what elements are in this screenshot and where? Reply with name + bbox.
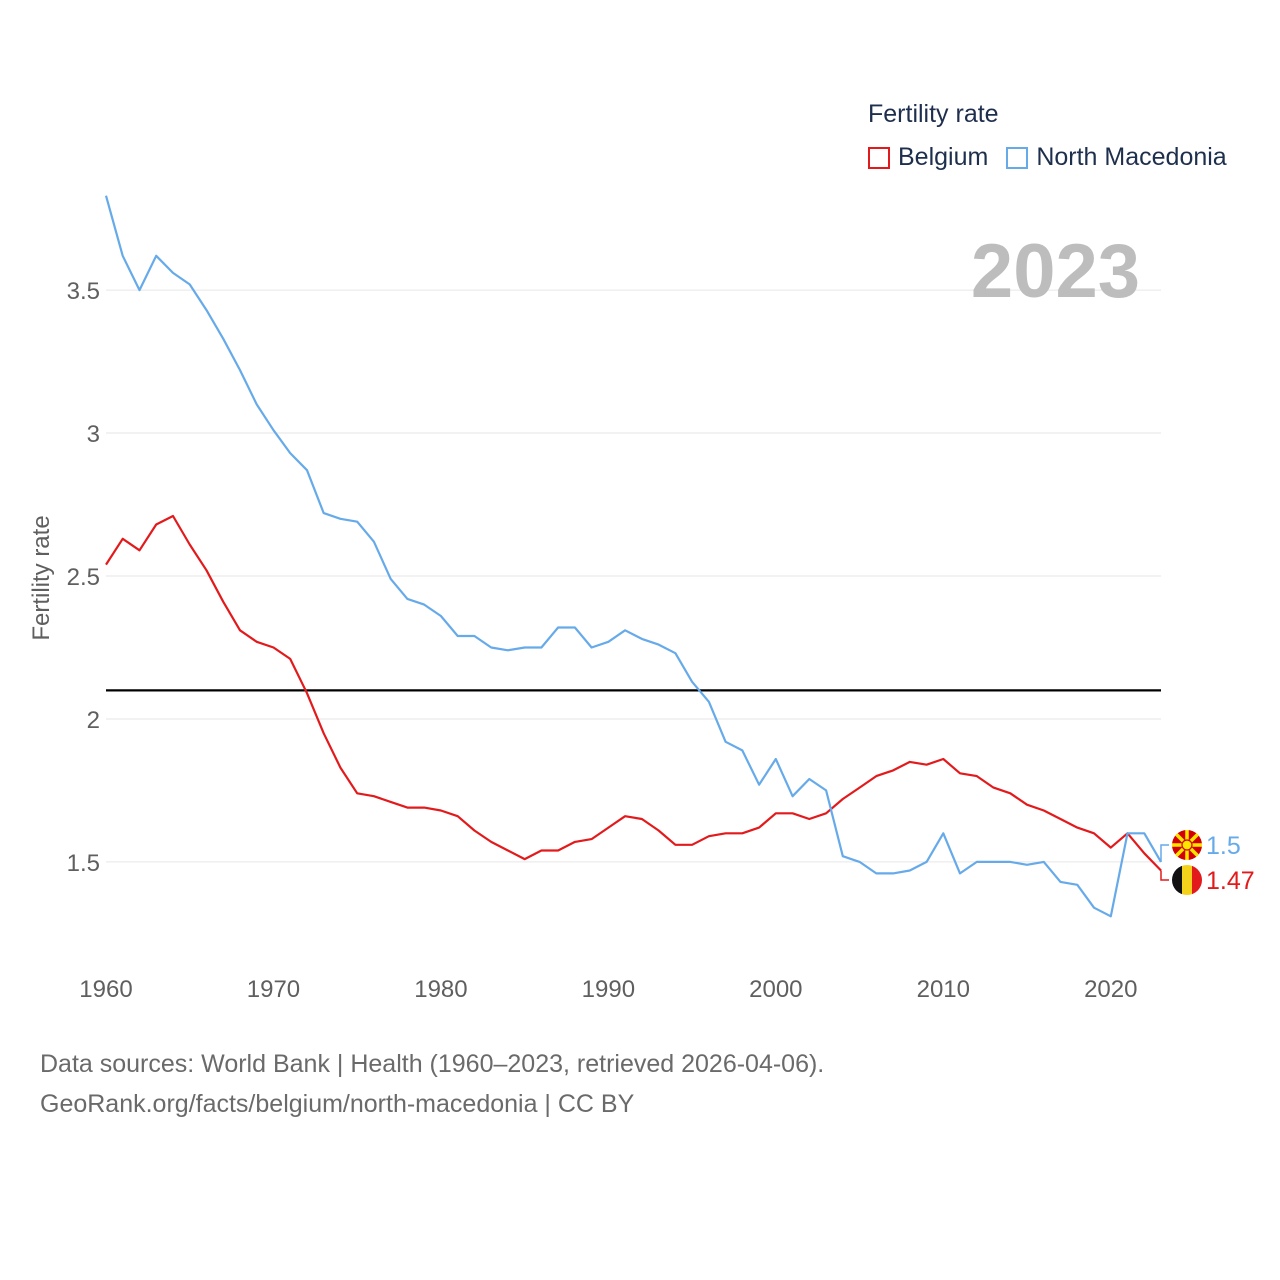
end-connector — [1160, 844, 1169, 862]
x-tick-label: 1990 — [582, 976, 635, 1003]
x-tick-label: 1970 — [247, 976, 300, 1003]
legend-swatch-north-macedonia — [1006, 146, 1029, 169]
end-value-label: 1.5 — [1206, 832, 1241, 860]
footer: Data sources: World Bank | Health (1960–… — [40, 1044, 824, 1124]
x-tick-label: 2000 — [749, 976, 802, 1003]
y-axis-label: Fertility rate — [28, 515, 55, 641]
legend-label-belgium: Belgium — [898, 143, 989, 171]
series-lines — [104, 195, 1162, 918]
belgium-flag-icon — [1172, 865, 1202, 895]
end-labels: 1.47 1.5 — [1160, 830, 1255, 895]
y-tick-label: 2 — [87, 707, 100, 734]
data-sources-text: Data sources: World Bank | Health (1960–… — [40, 1050, 825, 1078]
legend-item-belgium[interactable]: Belgium — [868, 143, 988, 172]
x-tick-label: 1980 — [414, 976, 467, 1003]
legend: Fertility rate Belgium North Macedonia — [868, 100, 1245, 172]
y-axis: 1.5 2 2.5 3 3.5 — [67, 278, 100, 877]
series-line-belgium — [105, 514, 1162, 872]
legend-title: Fertility rate — [868, 100, 999, 128]
x-tick-label: 2010 — [917, 976, 970, 1003]
y-tick-label: 3 — [87, 421, 100, 448]
y-tick-label: 2.5 — [67, 564, 100, 591]
attribution-text: GeoRank.org/facts/belgium/north-macedoni… — [40, 1090, 635, 1118]
end-connector — [1160, 870, 1169, 881]
legend-item-north-macedonia[interactable]: North Macedonia — [1006, 143, 1227, 172]
y-tick-label: 1.5 — [67, 850, 100, 877]
grid-lines — [106, 289, 1161, 863]
legend-label-north-macedonia: North Macedonia — [1036, 143, 1227, 171]
x-tick-label: 2020 — [1084, 976, 1137, 1003]
end-value-label: 1.47 — [1206, 867, 1255, 895]
year-label: 2023 — [970, 229, 1140, 314]
y-tick-label: 3.5 — [67, 278, 100, 305]
x-axis: 1960 1970 1980 1990 2000 2010 2020 — [79, 976, 1137, 1003]
north-macedonia-flag-icon — [1172, 830, 1202, 860]
x-tick-label: 1960 — [79, 976, 132, 1003]
series-line-north-macedonia — [104, 195, 1162, 918]
legend-swatch-belgium — [868, 146, 890, 169]
